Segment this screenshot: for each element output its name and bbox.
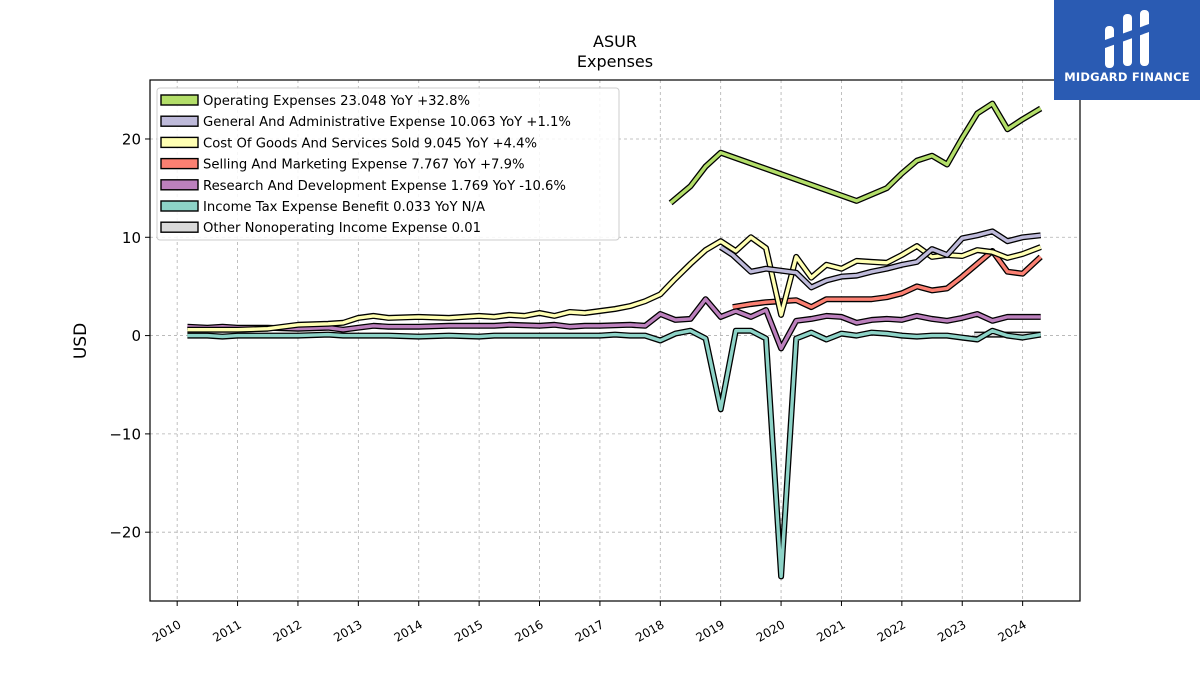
series-cost-of-goods-and-services-sold <box>187 234 1042 333</box>
series-line <box>187 329 1041 579</box>
legend-item: Selling And Marketing Expense 7.767 YoY … <box>160 157 525 173</box>
x-tick-label: 2021 <box>814 617 847 644</box>
x-tick-label: 2015 <box>452 617 485 644</box>
legend-item: Other Nonoperating Income Expense 0.01 <box>160 221 481 236</box>
y-tick-label: 20 <box>122 130 141 148</box>
chart-subtitle: Expenses <box>577 52 653 71</box>
legend: Operating Expenses 23.048 YoY +32.8% Gene… <box>156 87 620 241</box>
legend-swatch <box>160 115 199 127</box>
series-general-and-administrative-expense <box>719 228 1042 291</box>
legend-swatch <box>160 200 199 212</box>
legend-swatch <box>160 221 199 233</box>
brand-name: MIDGARD FINANCE <box>1064 70 1190 84</box>
legend-item: Research And Development Expense 1.769 Y… <box>160 179 566 194</box>
x-tick-label: 2022 <box>875 617 908 644</box>
x-tick-label: 2014 <box>392 617 425 644</box>
legend-swatch <box>160 136 199 149</box>
x-tick-label: 2012 <box>271 617 304 644</box>
legend-swatch <box>160 157 199 170</box>
series-research-and-development-expense <box>187 296 1041 352</box>
x-tick-label: 2011 <box>210 617 243 644</box>
legend-label: Research And Development Expense 1.769 Y… <box>203 179 566 194</box>
series-outline <box>187 327 1042 580</box>
legend-item: Cost Of Goods And Services Sold 9.045 Yo… <box>160 136 537 151</box>
legend-item: Operating Expenses 23.048 YoY +32.8% <box>160 94 470 109</box>
y-tick-label: 10 <box>122 229 141 247</box>
x-tick-label: 2013 <box>331 617 364 644</box>
legend-label: Cost Of Goods And Services Sold 9.045 Yo… <box>203 136 537 151</box>
series-line <box>669 101 1042 205</box>
x-tick-label: 2023 <box>935 617 968 644</box>
legend-label: Other Nonoperating Income Expense 0.01 <box>203 221 481 236</box>
chart-title: ASUR <box>593 32 637 51</box>
y-tick-label: 0 <box>131 327 141 345</box>
y-tick-label: −10 <box>109 425 141 443</box>
series-line <box>187 297 1041 351</box>
series-line <box>719 229 1041 290</box>
brand-logo: MIDGARD FINANCE <box>1054 0 1200 100</box>
legend-label: Income Tax Expense Benefit 0.033 YoY N/A <box>203 200 485 215</box>
series-lines <box>187 100 1043 580</box>
plot-frame <box>149 79 1081 602</box>
legend-label: Selling And Marketing Expense 7.767 YoY … <box>203 158 525 173</box>
y-axis-label: USD <box>71 323 91 359</box>
midgard-logo-icon <box>1105 10 1149 68</box>
x-tick-label: 2018 <box>633 617 666 644</box>
legend-item: General And Administrative Expense 10.06… <box>160 115 571 130</box>
legend-swatch <box>160 94 199 106</box>
x-tick-label: 2016 <box>512 617 545 644</box>
series-income-tax-expense-benefit <box>187 327 1042 580</box>
x-tick-label: 2024 <box>995 617 1028 644</box>
legend-item: Income Tax Expense Benefit 0.033 YoY N/A <box>160 200 485 215</box>
legend-box <box>156 87 620 241</box>
series-line <box>187 235 1042 332</box>
x-tick-label: 2020 <box>754 617 787 644</box>
legend-label: General And Administrative Expense 10.06… <box>203 115 571 130</box>
y-tick-label: −20 <box>109 524 141 542</box>
legend-swatch <box>160 179 199 191</box>
x-tick-label: 2017 <box>573 617 606 644</box>
x-tick-label: 2019 <box>694 617 727 644</box>
series-operating-expenses <box>668 100 1043 206</box>
legend-label: Operating Expenses 23.048 YoY +32.8% <box>203 94 470 109</box>
x-tick-label: 2010 <box>150 617 183 644</box>
